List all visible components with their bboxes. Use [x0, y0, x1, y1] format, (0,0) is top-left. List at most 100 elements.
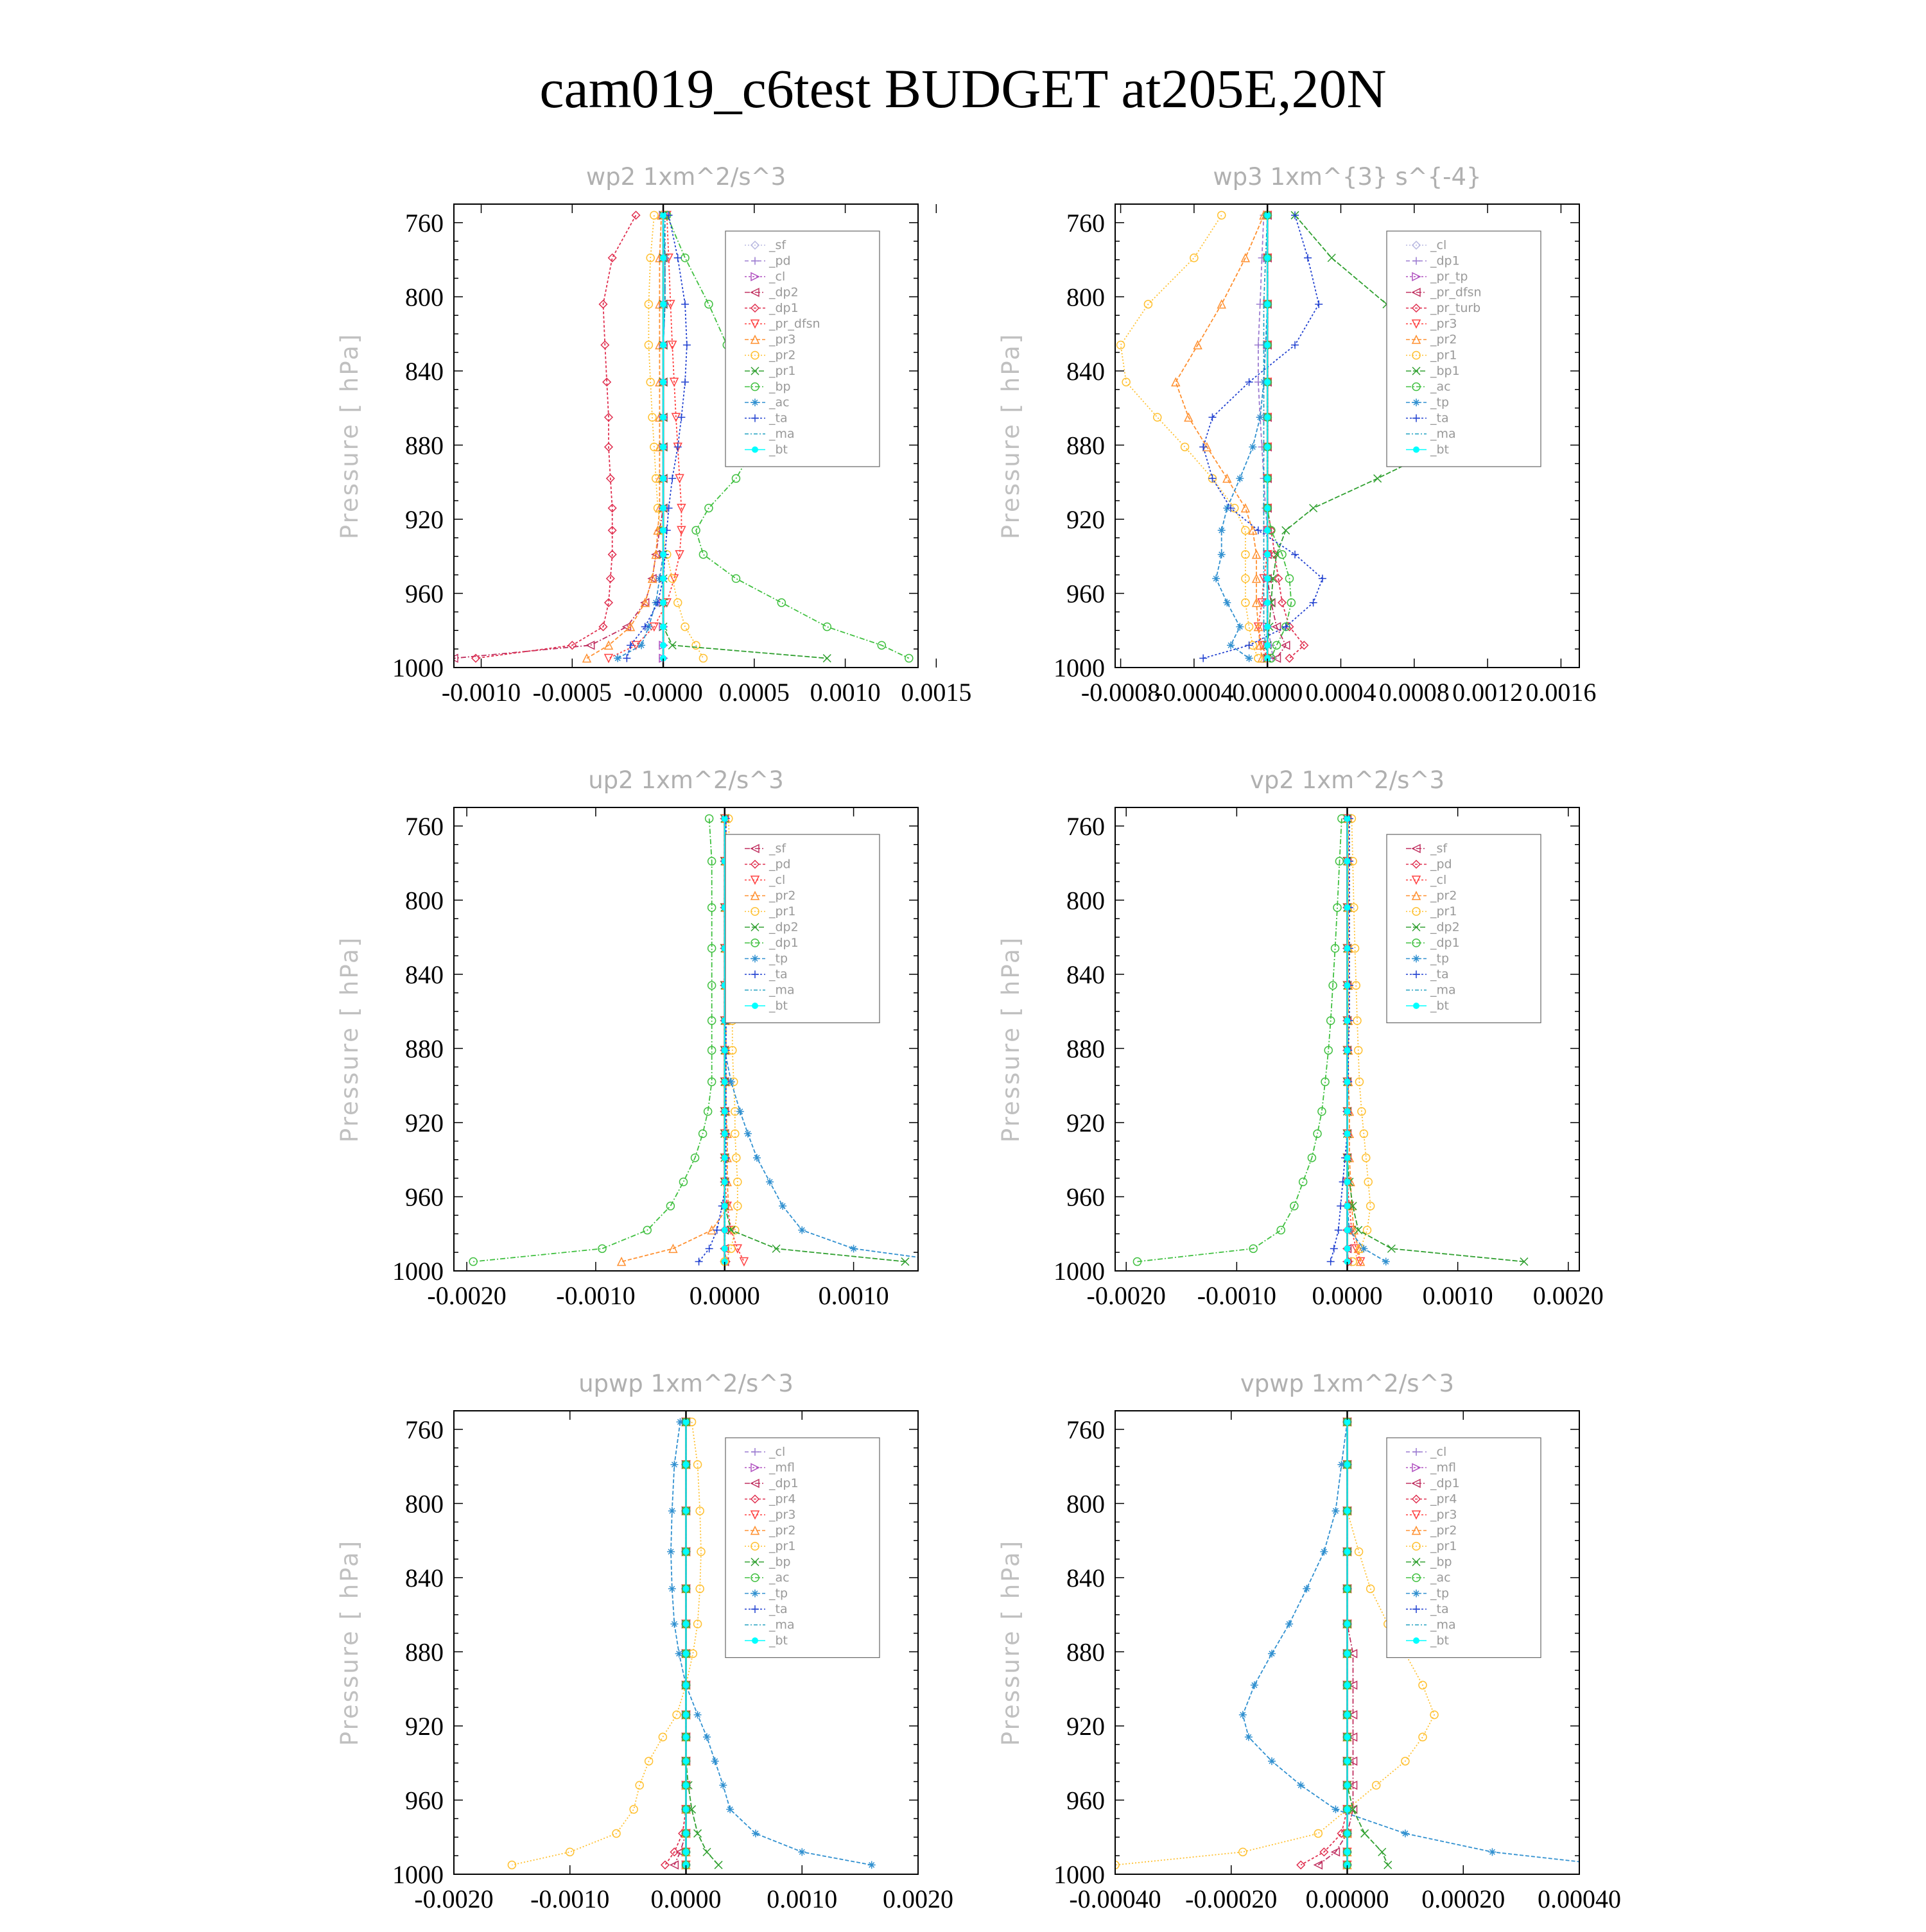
plot-frame [453, 203, 919, 668]
plot-frame [453, 807, 919, 1272]
data-point [603, 413, 614, 422]
data-point [766, 1178, 774, 1186]
legend-label: _mfl [768, 1461, 795, 1475]
data-point [1344, 1830, 1351, 1837]
data-point [1327, 254, 1336, 263]
legend-label: _dp2 [1430, 920, 1460, 935]
data-point [1313, 1860, 1323, 1870]
data-point [675, 474, 684, 484]
data-point [721, 1078, 728, 1085]
y-axis-label: Pressure [ hPa] [997, 1539, 1025, 1746]
data-point [660, 414, 667, 421]
data-point [635, 1781, 644, 1790]
legend-marker [1412, 922, 1421, 932]
data-point [598, 299, 608, 309]
legend-entry: _pr3 [745, 332, 795, 347]
legend-label: _bp1 [1430, 364, 1460, 378]
data-point [660, 444, 667, 451]
x-tick-label: 0.0005 [719, 678, 790, 707]
data-point [1326, 1257, 1335, 1266]
panel-upwp: upwp 1xm^2/s^3 Pressure [ hPa] 760 800 840 88… [321, 1354, 963, 1932]
plot-area [1116, 210, 1511, 664]
data-point [625, 621, 636, 632]
data-point [1256, 413, 1264, 422]
data-point [1116, 340, 1125, 350]
legend-entry: _pr2 [745, 889, 795, 903]
series-tp [1343, 815, 1390, 1266]
data-point [1227, 504, 1235, 512]
data-point [1604, 1861, 1612, 1869]
plot-area [1132, 813, 1529, 1267]
data-point [1359, 1129, 1369, 1139]
legend-label: _ma [768, 1618, 795, 1632]
data-point [798, 1226, 806, 1234]
legend-marker [750, 1542, 759, 1551]
data-point [901, 1257, 910, 1266]
data-point [702, 1847, 711, 1856]
legend-label: _bp [768, 1555, 791, 1569]
legend: _sf _pd_cl _pr2_pr1_dp2_dp1 _tp_ta _ma _bt [725, 834, 880, 1024]
data-point [1238, 1711, 1247, 1719]
y-tick-label: 800 [1066, 1489, 1105, 1518]
legend-entry: _bt [1406, 999, 1449, 1013]
data-point [1344, 1419, 1351, 1426]
data-point [704, 503, 713, 513]
data-point [1314, 1829, 1323, 1838]
data-point [1285, 574, 1294, 583]
y-tick-label: 840 [1066, 357, 1105, 386]
legend-marker [1412, 970, 1420, 978]
data-point [1366, 1202, 1375, 1211]
data-point [1382, 1257, 1390, 1266]
series-line [475, 214, 637, 659]
data-point [1257, 641, 1267, 651]
legend-entry: _tp [745, 1587, 788, 1601]
legend-marker [1412, 257, 1420, 265]
data-point [1344, 1507, 1351, 1514]
legend-marker [751, 1605, 759, 1613]
data-point [566, 1847, 575, 1857]
legend-entry: _pr2 [1406, 332, 1457, 347]
legend-marker [750, 319, 760, 329]
data-point [721, 1130, 728, 1137]
data-point [721, 1258, 728, 1265]
data-point [673, 254, 682, 262]
legend-marker [1412, 1463, 1421, 1472]
legend-label: _pr1 [1430, 349, 1457, 363]
data-point [582, 653, 592, 663]
data-point [660, 1860, 670, 1870]
data-point [1332, 1805, 1340, 1813]
series-dp1 [1313, 1417, 1358, 1870]
legend-marker [751, 1448, 759, 1456]
legend-marker [750, 1463, 760, 1472]
data-point [1240, 253, 1251, 263]
data-point [644, 1757, 654, 1766]
series-pr2 [644, 211, 708, 663]
data-point [1287, 598, 1296, 607]
data-point [673, 443, 682, 451]
series-pr1 [507, 1417, 706, 1870]
data-point [721, 1245, 728, 1252]
legend-label: _sf [768, 841, 786, 856]
legend-label: _pr2 [1430, 332, 1457, 347]
series-dp1 [471, 211, 641, 663]
y-tick-label: 880 [405, 1637, 444, 1666]
data-point [731, 1129, 740, 1139]
legend-entry: _ta [745, 411, 788, 426]
legend-marker [752, 446, 758, 453]
y-tick-label: 960 [1066, 579, 1105, 608]
series-line [685, 1422, 719, 1866]
legend-entry: _ma [1406, 983, 1456, 997]
data-point [1277, 598, 1287, 607]
legend-label: _bp [768, 380, 791, 394]
data-point [1353, 1046, 1363, 1055]
data-point [1180, 442, 1190, 452]
y-axis-label: Pressure [ hPa] [336, 332, 363, 539]
legend-label: _bt [1430, 1634, 1449, 1648]
data-point [752, 1153, 761, 1162]
x-tick-label: 0.0010 [1423, 1281, 1493, 1310]
y-tick-label: 1000 [1054, 653, 1105, 682]
data-point [607, 526, 617, 535]
legend-label: _bt [1430, 443, 1449, 457]
y-tick-label: 760 [1066, 812, 1105, 841]
legend-entry: _sf [1406, 841, 1448, 856]
